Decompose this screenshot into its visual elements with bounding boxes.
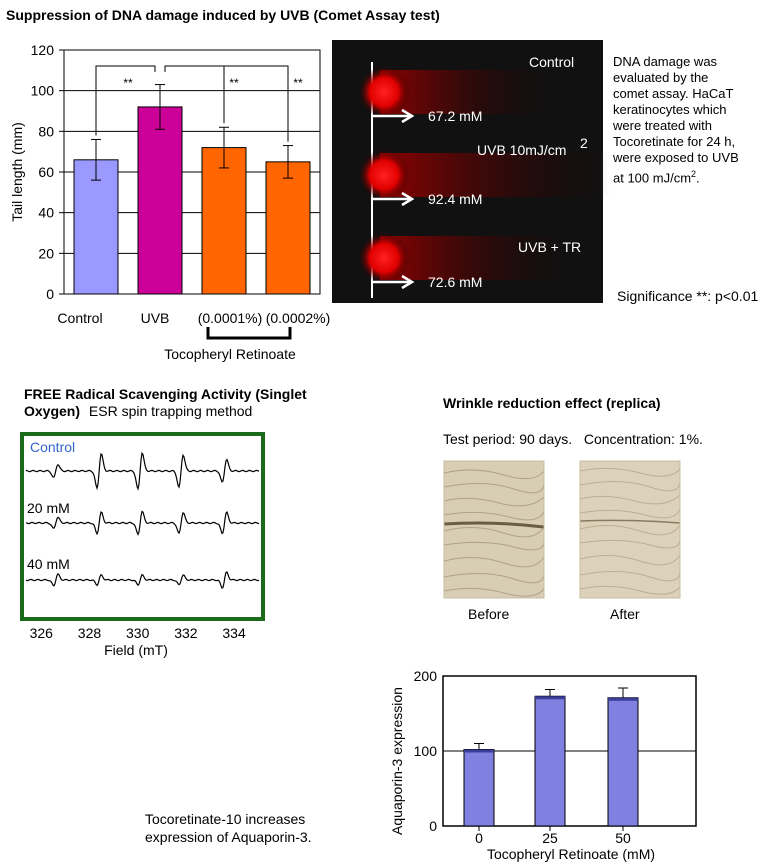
page-title: Suppression of DNA damage induced by UVB…: [6, 7, 440, 23]
esr-title-line2: Oxygen) ESR spin trapping method: [24, 403, 253, 419]
x-tick-label: 334: [222, 625, 246, 641]
y-tick-label: 200: [414, 668, 438, 684]
comet-tail: [380, 153, 610, 197]
wrinkle-after-label: After: [610, 606, 640, 622]
esr-series-line: [25, 510, 260, 536]
x-tick-label: 332: [174, 625, 198, 641]
bar: [534, 695, 566, 827]
wrinkle-after-image: [579, 460, 681, 599]
y-axis-label: Tail length (mm): [9, 122, 25, 222]
comet-measurement: 67.2 mM: [428, 108, 482, 124]
x-category-label: UVB: [141, 310, 170, 326]
comet-tail: [380, 236, 570, 280]
wrinkle-before-image: [443, 460, 545, 599]
comet-head: [358, 149, 410, 201]
x-tick-label: 330: [126, 625, 150, 641]
x-category-label: Control: [57, 310, 102, 326]
comet-label-control: Control: [529, 54, 574, 70]
bar-top-shade: [464, 749, 494, 753]
comet-label-uvb-tr: UVB + TR: [518, 239, 581, 255]
x-category-label: (0.0002%): [266, 310, 331, 326]
bar-top-shade: [535, 696, 565, 700]
wrinkle-before-label: Before: [468, 606, 510, 622]
esr-method: ESR spin trapping method: [88, 403, 253, 419]
comet-assay-image: 67.2 mM 92.4 mM 72.6 mM Control UVB 10mJ/cm 2…: [332, 40, 610, 303]
x-category-label: (0.0001%): [198, 310, 263, 326]
bar: [137, 106, 183, 295]
comet-head: [358, 66, 410, 118]
y-tick-label: 100: [31, 83, 55, 99]
arrow-head: [401, 108, 415, 124]
wrinkle-conditions: Test period: 90 days. Concentration: 1%.: [443, 431, 703, 447]
esr-frame: [20, 432, 265, 621]
bar: [265, 161, 311, 295]
bar: [201, 147, 247, 295]
arrow-head: [401, 191, 415, 207]
significance-mark: **: [123, 76, 133, 90]
aquaporin-note: Tocoretinate-10 increases expression of …: [145, 811, 312, 845]
x-axis-label: Tocopheryl Retinoate (mM): [487, 846, 655, 862]
comet-head: [358, 232, 410, 284]
group-bracket: [206, 327, 292, 340]
comet-label-superscript: 2: [580, 135, 588, 151]
bar: [463, 749, 495, 827]
y-tick-label: 40: [38, 205, 54, 221]
bar: [607, 697, 639, 827]
plot-frame: [63, 49, 321, 295]
bar-top-shade: [608, 697, 638, 701]
y-tick-label: 20: [38, 245, 54, 261]
comet-measurement: 92.4 mM: [428, 191, 482, 207]
wrinkle-title: Wrinkle reduction effect (replica): [443, 395, 661, 411]
y-axis-label: Aquaporin-3 expression: [389, 687, 405, 835]
x-tick-label: 50: [615, 830, 631, 846]
y-tick-label: 120: [31, 42, 55, 58]
esr-series-line: [25, 571, 260, 590]
x-axis-label: Field (mT): [104, 642, 168, 658]
esr-title-line1: FREE Radical Scavenging Activity (Single…: [24, 386, 307, 402]
significance-bracket: [95, 65, 156, 136]
esr-series-label: 20 mM: [27, 500, 70, 516]
x-tick-label: 326: [30, 625, 54, 641]
x-tick-label: 0: [475, 830, 483, 846]
y-tick-label: 0: [46, 286, 54, 302]
significance-note: Significance **: p<0.01: [617, 288, 759, 304]
x-tick-label: 328: [78, 625, 102, 641]
y-tick-label: 80: [38, 123, 54, 139]
y-tick-label: 0: [429, 818, 437, 834]
significance-mark: **: [293, 76, 303, 90]
plot-frame: [442, 675, 697, 827]
esr-series-label: Control: [30, 439, 75, 455]
comet-note: DNA damage was evaluated by the comet as…: [613, 54, 739, 186]
significance-mark: **: [229, 76, 239, 90]
x-tick-label: 25: [542, 830, 558, 846]
significance-bracket: [164, 65, 289, 142]
bar: [73, 159, 119, 295]
comet-label-uvb: UVB 10mJ/cm: [477, 142, 566, 158]
comet-measurement: 72.6 mM: [428, 274, 482, 290]
esr-series-label: 40 mM: [27, 556, 70, 572]
esr-series-line: [25, 451, 260, 491]
arrow-head: [401, 274, 415, 290]
group-label: Tocopheryl Retinoate: [164, 346, 296, 362]
y-tick-label: 100: [414, 743, 438, 759]
y-tick-label: 60: [38, 164, 54, 180]
